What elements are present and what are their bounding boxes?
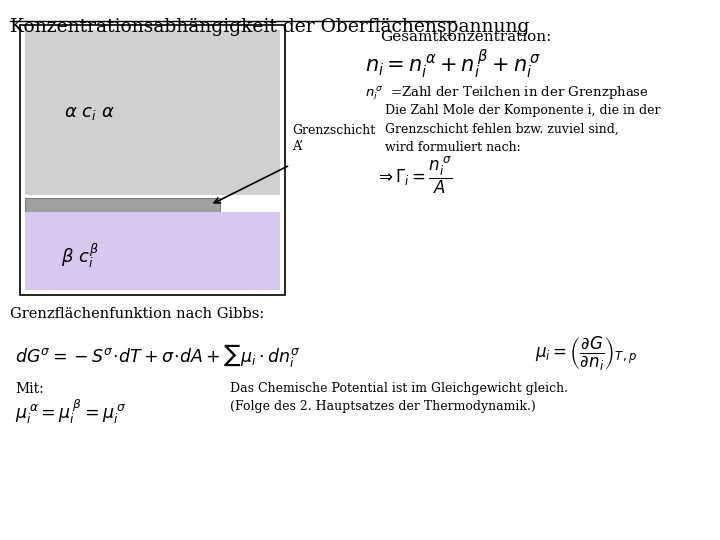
Text: Das Chemische Potential ist im Gleichgewicht gleich.
(Folge des 2. Hauptsatzes d: Das Chemische Potential ist im Gleichgew… bbox=[230, 382, 568, 413]
Bar bbox=[25, 212, 280, 290]
Bar bbox=[25, 30, 280, 195]
Text: $\Rightarrow \Gamma_i = \dfrac{n_i^{\,\sigma}}{A}$: $\Rightarrow \Gamma_i = \dfrac{n_i^{\,\s… bbox=[375, 155, 452, 196]
Text: Gesamtkonzentration:: Gesamtkonzentration: bbox=[380, 30, 552, 44]
Text: $n_i^{\,\sigma}$  =Zahl der Teilchen in der Grenzphase: $n_i^{\,\sigma}$ =Zahl der Teilchen in d… bbox=[365, 84, 649, 102]
Text: $n_i = n_i^{\,\alpha} + n_i^{\,\beta} + n_i^{\,\sigma}$: $n_i = n_i^{\,\alpha} + n_i^{\,\beta} + … bbox=[365, 48, 541, 82]
Text: $\beta\ c_i^{\beta}$: $\beta\ c_i^{\beta}$ bbox=[61, 241, 99, 271]
Text: $\mu_i^{\,\alpha} = \mu_i^{\,\beta} = \mu_i^{\,\sigma}$: $\mu_i^{\,\alpha} = \mu_i^{\,\beta} = \m… bbox=[15, 397, 126, 426]
Text: Grenzflächenfunktion nach Gibbs:: Grenzflächenfunktion nach Gibbs: bbox=[10, 307, 264, 321]
Text: Die Zahl Mole der Komponente i, die in der
Grenzschicht fehlen bzw. zuviel sind,: Die Zahl Mole der Komponente i, die in d… bbox=[385, 104, 660, 154]
Bar bbox=[20, 25, 285, 295]
Text: Grenzschicht
A’: Grenzschicht A’ bbox=[292, 124, 375, 153]
Text: Mit:: Mit: bbox=[15, 382, 44, 396]
Text: $dG^{\sigma} = -S^{\sigma}\!\cdot\! dT + \sigma\!\cdot\! dA + \sum \mu_i \cdot d: $dG^{\sigma} = -S^{\sigma}\!\cdot\! dT +… bbox=[15, 342, 300, 369]
Text: $\mu_i = \left(\dfrac{\partial G}{\partial n_i}\right)_{T,p}$: $\mu_i = \left(\dfrac{\partial G}{\parti… bbox=[535, 335, 637, 373]
Bar bbox=[25, 198, 220, 212]
Text: Konzentrationsabhängigkeit der Oberflächenspannung: Konzentrationsabhängigkeit der Oberfläch… bbox=[10, 18, 529, 36]
Text: $\alpha\ c_i\ \alpha$: $\alpha\ c_i\ \alpha$ bbox=[65, 104, 115, 122]
